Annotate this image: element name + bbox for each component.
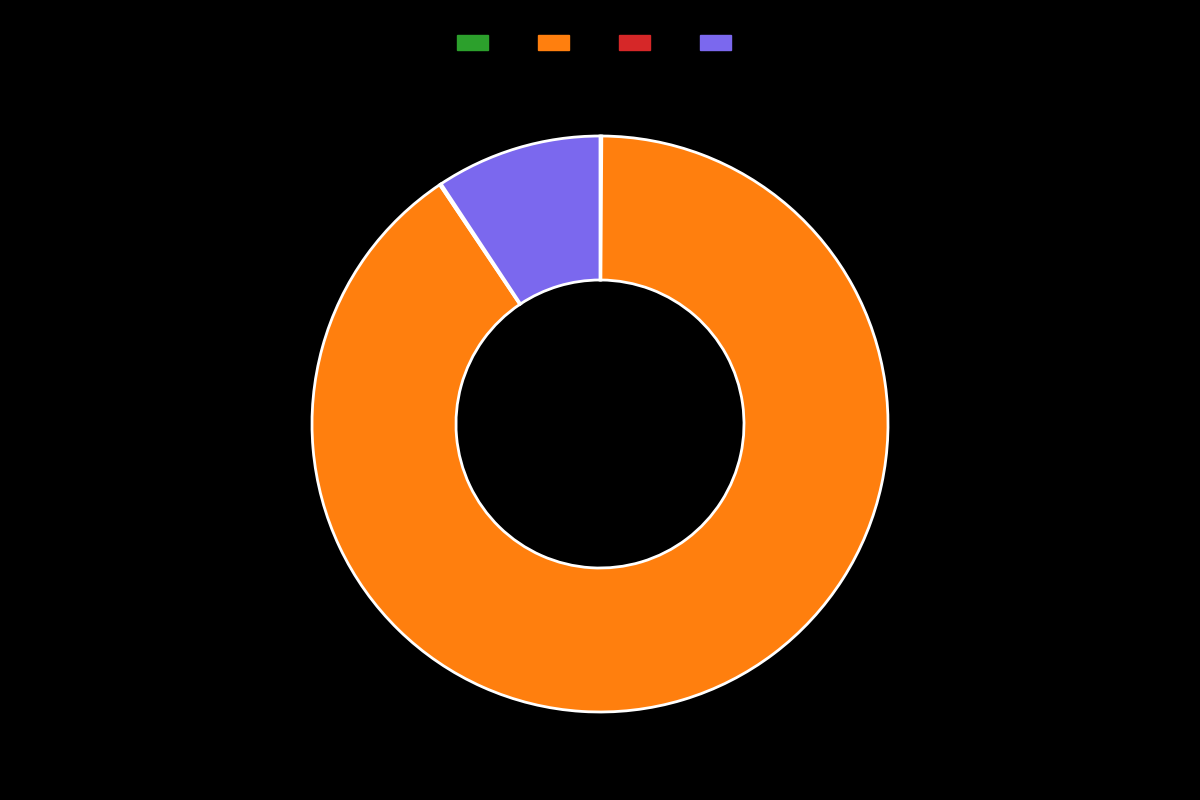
Wedge shape (600, 136, 602, 280)
Wedge shape (439, 184, 521, 304)
Legend: , , , : , , , (451, 29, 749, 57)
Wedge shape (312, 136, 888, 712)
Wedge shape (442, 136, 600, 304)
